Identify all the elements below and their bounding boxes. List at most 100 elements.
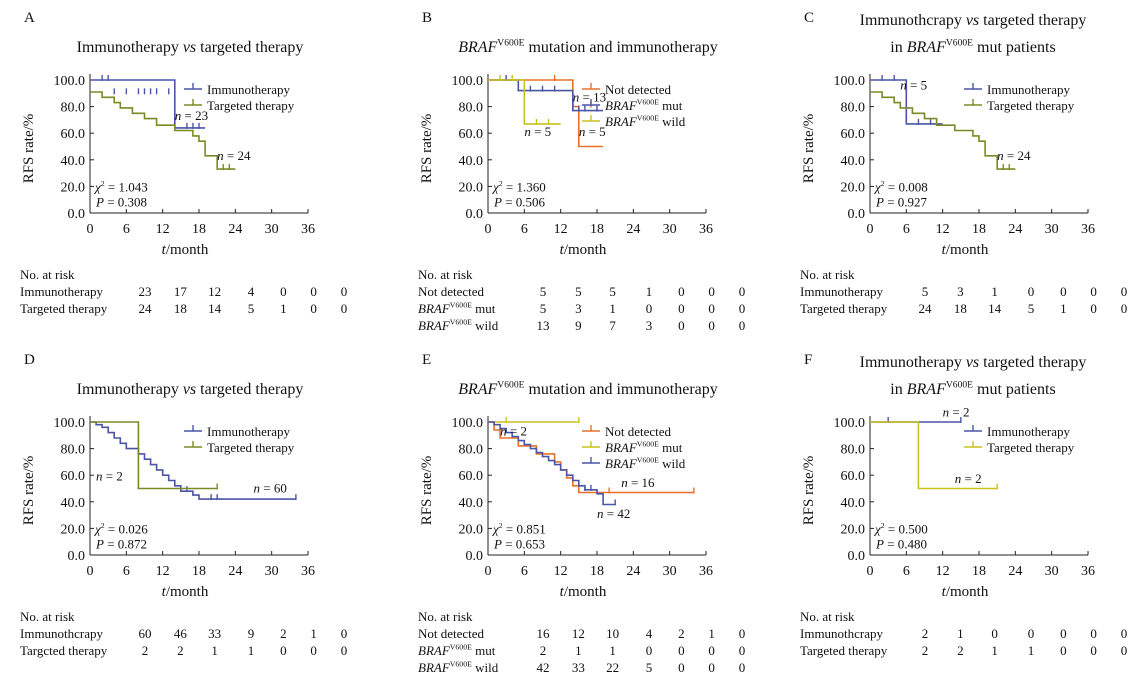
text-run: mut	[472, 301, 496, 316]
text-run: t	[560, 242, 565, 258]
text-run: Targcted therapy	[20, 643, 108, 658]
n-annotation: n = 2	[96, 469, 123, 484]
text-run: 2	[881, 521, 885, 530]
risk-count: 2	[540, 643, 547, 658]
risk-count: 0	[678, 643, 685, 658]
text-run: = 0.026	[105, 521, 149, 536]
legend-item: Not detected	[582, 424, 672, 439]
x-tick-label: 30	[663, 564, 677, 579]
x-tick-label: 24	[228, 564, 242, 579]
p-value-stat: P = 0.653	[493, 536, 545, 551]
n-annotation: n = 60	[254, 480, 287, 495]
y-tick-label: 60.0	[459, 127, 484, 142]
risk-count: 0	[341, 284, 348, 299]
n-annotation: n = 42	[597, 506, 630, 521]
legend-item: Targeted therapy	[184, 98, 295, 113]
text-run: n	[175, 108, 182, 123]
risk-count: 0	[739, 318, 746, 333]
risk-count: 1	[609, 301, 616, 316]
text-run: V600E	[497, 379, 524, 390]
y-tick-label: 0.0	[68, 207, 86, 222]
x-tick-label: 36	[699, 564, 713, 579]
y-tick-label: 100.0	[834, 416, 866, 431]
risk-header: No. at risk	[418, 609, 473, 624]
risk-count: 1	[957, 626, 964, 641]
risk-row-label: Targeted therapy	[800, 301, 888, 316]
text-run: vs	[183, 381, 196, 398]
risk-count: 2	[280, 626, 287, 641]
text-run: χ	[93, 179, 101, 194]
risk-count: 0	[1090, 301, 1097, 316]
x-tick-label: 24	[1008, 222, 1022, 237]
risk-row-label: Immunothcrapy	[20, 626, 104, 641]
x-tick-label: 36	[699, 222, 713, 237]
y-tick-label: 100.0	[452, 416, 484, 431]
y-axis-label: RFS rate/%	[419, 456, 435, 526]
y-tick-label: 40.0	[459, 154, 484, 169]
x-tick-label: 36	[301, 222, 315, 237]
risk-count: 0	[1060, 284, 1067, 299]
chart-title: Immunotherapy vs targeted therapy	[860, 354, 1087, 371]
risk-count: 0	[991, 626, 998, 641]
y-tick-label: 60.0	[841, 469, 866, 484]
risk-count: 0	[739, 626, 746, 641]
x-tick-label: 6	[903, 222, 910, 237]
text-run: Targeted therapy	[987, 440, 1075, 455]
risk-count: 5	[540, 301, 547, 316]
risk-count: 3	[646, 318, 653, 333]
p-value-stat: P = 0.506	[493, 194, 546, 209]
risk-count: 0	[678, 318, 685, 333]
text-run: = 24	[1004, 148, 1031, 163]
panel-f: F Immunotherapy vs targeted therapy in BRA…	[800, 352, 1127, 658]
text-run: mut patients	[973, 381, 1056, 398]
risk-count: 1	[248, 643, 255, 658]
x-tick-label: 30	[1045, 564, 1059, 579]
text-run: Targeted therapy	[207, 440, 295, 455]
km-step-line	[870, 91, 1016, 170]
text-run: Targeted therapy	[987, 98, 1075, 113]
text-run: = 5	[531, 124, 551, 139]
text-run: P	[875, 194, 884, 209]
risk-count: 1	[609, 643, 616, 658]
x-tick-label: 18	[590, 222, 604, 237]
series-0	[90, 75, 206, 129]
panel-letter: C	[804, 10, 814, 26]
text-run: 2	[101, 179, 105, 188]
text-run: t	[162, 584, 167, 600]
text-run: 2	[101, 521, 105, 530]
text-run: = 1.360	[503, 179, 546, 194]
x-tick-label: 24	[626, 564, 640, 579]
x-tick-label: 18	[972, 222, 986, 237]
risk-row-label: Immunothcrapy	[800, 626, 884, 641]
text-run: Immunotherapy	[20, 284, 104, 299]
x-axis-label: t/month	[942, 584, 989, 600]
risk-header: No. at risk	[418, 267, 473, 282]
n-annotation: n = 5	[579, 124, 606, 139]
legend-label: Targeted therapy	[987, 98, 1075, 113]
series-1	[488, 417, 580, 423]
text-run: t	[162, 242, 167, 258]
risk-count: 42	[537, 660, 550, 675]
panel-letter: E	[422, 352, 431, 368]
y-tick-label: 80.0	[61, 443, 86, 458]
text-run: Targeted therapy	[207, 98, 295, 113]
n-annotation: n = 2	[955, 471, 982, 486]
text-run: = 1.043	[105, 179, 148, 194]
x-tick-label: 12	[156, 564, 170, 579]
text-run: V600E	[946, 37, 973, 48]
y-tick-label: 100.0	[834, 74, 866, 89]
chi-square-stat: χ2 = 0.500	[873, 521, 928, 536]
x-tick-label: 6	[521, 564, 528, 579]
legend-item: Immunotherapy	[184, 424, 291, 439]
risk-count: 0	[310, 643, 317, 658]
x-tick-label: 6	[123, 222, 130, 237]
series-1	[870, 91, 1016, 171]
text-run: targeted therapy	[196, 381, 303, 398]
n-annotation: n = 2	[943, 405, 970, 420]
risk-count: 0	[1121, 301, 1128, 316]
text-run: BRAF	[418, 643, 451, 658]
risk-count: 1	[991, 284, 998, 299]
risk-count: 0	[708, 643, 715, 658]
text-run: P	[95, 194, 104, 209]
risk-count: 0	[1090, 643, 1097, 658]
